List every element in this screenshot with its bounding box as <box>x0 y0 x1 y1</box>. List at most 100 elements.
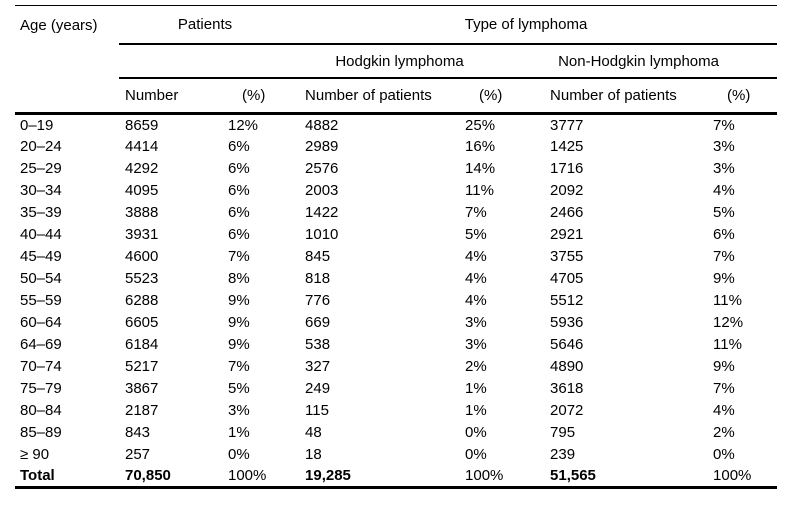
hodgkin-percent-cell: 7% <box>465 204 487 221</box>
hodgkin-number-cell: 249 <box>305 380 331 397</box>
non-hodgkin-lymphoma-group-header: Non-Hodgkin lymphoma <box>544 44 778 79</box>
patients-percent-cell: 7% <box>228 248 250 265</box>
hodgkin-number-cell: 4882 <box>305 116 339 134</box>
patients-number-cell: 4095 <box>125 182 159 199</box>
non-hodgkin-percent-cell: 11% <box>713 336 742 353</box>
non-hodgkin-percent-cell: 9% <box>713 270 735 287</box>
non-hodgkin-percent-cell: 11% <box>713 292 742 309</box>
hodgkin-number-cell: 818 <box>305 270 331 287</box>
hodgkin-number-cell: 2003 <box>305 182 339 199</box>
patients-number-cell: 4600 <box>125 248 159 265</box>
table-row: 55–59 6288 9% 776 4% 5512 11% <box>15 290 777 312</box>
non-hodgkin-number-cell: 1425 <box>550 138 584 155</box>
hodgkin-number-cell: 845 <box>305 248 331 265</box>
age-range-cell: 45–49 <box>20 248 62 265</box>
empty-header-cell <box>15 78 119 115</box>
table-row: 30–34 4095 6% 2003 11% 2092 4% <box>15 180 777 202</box>
patients-percent-cell: 12% <box>228 116 259 134</box>
non-hodgkin-number-cell: 2072 <box>550 402 584 419</box>
patients-percent-header: (%) <box>222 78 300 115</box>
age-range-cell: 50–54 <box>20 270 62 287</box>
non-hodgkin-percent-cell: 9% <box>713 358 735 375</box>
non-hodgkin-number-cell: 239 <box>550 446 576 463</box>
table-row: 85–89 843 1% 48 0% 795 2% <box>15 422 777 444</box>
hodgkin-number-cell: 18 <box>305 446 322 463</box>
patients-number-cell: 3888 <box>125 204 159 221</box>
non-hodgkin-number-header: Number of patients <box>544 78 708 115</box>
non-hodgkin-number-cell: 3618 <box>550 380 584 397</box>
patients-number-cell: 6184 <box>125 336 159 353</box>
non-hodgkin-percent-cell: 7% <box>713 116 735 134</box>
age-range-cell: 30–34 <box>20 182 62 199</box>
patients-percent-cell: 0% <box>228 446 250 463</box>
patients-percent-cell: 7% <box>228 358 250 375</box>
hodgkin-percent-cell: 1% <box>465 380 487 397</box>
table-row: 50–54 5523 8% 818 4% 4705 9% <box>15 268 777 290</box>
patients-group-header: Patients <box>119 5 300 45</box>
non-hodgkin-number-cell: 3755 <box>550 248 584 265</box>
table-row: 45–49 4600 7% 845 4% 3755 7% <box>15 246 777 268</box>
patients-percent-cell: 6% <box>228 138 250 155</box>
table-row: 35–39 3888 6% 1422 7% 2466 5% <box>15 202 777 224</box>
hodgkin-percent-cell: 4% <box>465 270 487 287</box>
patients-percent-cell: 9% <box>228 314 250 331</box>
patients-number-cell: 843 <box>125 424 151 441</box>
patients-number-header: Number <box>119 78 222 115</box>
non-hodgkin-number-cell: 5936 <box>550 314 584 331</box>
hodgkin-number-cell: 538 <box>305 336 331 353</box>
hodgkin-percent-cell: 14% <box>465 160 496 177</box>
hodgkin-percent-cell: 5% <box>465 226 487 243</box>
patients-percent-cell: 9% <box>228 292 250 309</box>
non-hodgkin-number-cell: 4890 <box>550 358 584 375</box>
table-row: 70–74 5217 7% 327 2% 4890 9% <box>15 356 777 378</box>
non-hodgkin-percent-cell: 3% <box>713 138 735 155</box>
total-hodgkin-percent-cell: 100% <box>459 465 545 489</box>
non-hodgkin-number-cell: 2466 <box>550 204 584 221</box>
non-hodgkin-percent-cell: 5% <box>713 204 735 221</box>
age-range-cell: 60–64 <box>20 314 62 331</box>
total-patients-percent-cell: 100% <box>222 465 300 489</box>
non-hodgkin-number-cell: 795 <box>550 424 576 441</box>
non-hodgkin-number-cell: 2921 <box>550 226 584 243</box>
table-row: 25–29 4292 6% 2576 14% 1716 3% <box>15 158 777 180</box>
hodgkin-percent-cell: 4% <box>465 292 487 309</box>
patients-number-cell: 5523 <box>125 270 159 287</box>
non-hodgkin-percent-cell: 4% <box>713 402 735 419</box>
table-row: 0–19 8659 12% 4882 25% 3777 7% <box>15 114 777 136</box>
table-row: 40–44 3931 6% 1010 5% 2921 6% <box>15 224 777 246</box>
age-range-cell: 85–89 <box>20 424 62 441</box>
patients-number-cell: 2187 <box>125 402 159 419</box>
table-row: 60–64 6605 9% 669 3% 5936 12% <box>15 312 777 334</box>
hodgkin-number-cell: 776 <box>305 292 331 309</box>
patients-percent-cell: 6% <box>228 160 250 177</box>
type-of-lymphoma-group-header: Type of lymphoma <box>299 5 778 45</box>
hodgkin-percent-cell: 1% <box>465 402 487 419</box>
non-hodgkin-number-cell: 3777 <box>550 116 584 134</box>
table-row: ≥ 90 257 0% 18 0% 239 0% <box>15 444 777 466</box>
non-hodgkin-percent-cell: 2% <box>713 424 735 441</box>
age-range-cell: 75–79 <box>20 380 62 397</box>
non-hodgkin-percent-cell: 4% <box>713 182 735 199</box>
patients-number-cell: 6605 <box>125 314 159 331</box>
patients-number-cell: 3867 <box>125 380 159 397</box>
age-range-cell: 80–84 <box>20 402 62 419</box>
age-range-cell: 55–59 <box>20 292 62 309</box>
hodgkin-number-cell: 2989 <box>305 138 339 155</box>
non-hodgkin-percent-header: (%) <box>707 78 778 115</box>
patients-percent-cell: 6% <box>228 182 250 199</box>
total-non-hodgkin-percent-cell: 100% <box>707 465 778 489</box>
hodgkin-percent-cell: 3% <box>465 314 487 331</box>
header-row-groups-top: Age (years) Patients Type of lymphoma <box>15 5 778 45</box>
age-range-cell: 25–29 <box>20 160 62 177</box>
hodgkin-number-cell: 669 <box>305 314 331 331</box>
non-hodgkin-percent-cell: 3% <box>713 160 735 177</box>
patients-percent-cell: 5% <box>228 380 250 397</box>
hodgkin-percent-cell: 2% <box>465 358 487 375</box>
age-range-cell: 64–69 <box>20 336 62 353</box>
table-row: 20–24 4414 6% 2989 16% 1425 3% <box>15 136 777 158</box>
hodgkin-percent-cell: 4% <box>465 248 487 265</box>
total-non-hodgkin-number-cell: 51,565 <box>544 465 708 489</box>
hodgkin-percent-cell: 16% <box>465 138 496 155</box>
non-hodgkin-percent-cell: 0% <box>713 446 735 463</box>
empty-header-cell <box>119 44 300 79</box>
